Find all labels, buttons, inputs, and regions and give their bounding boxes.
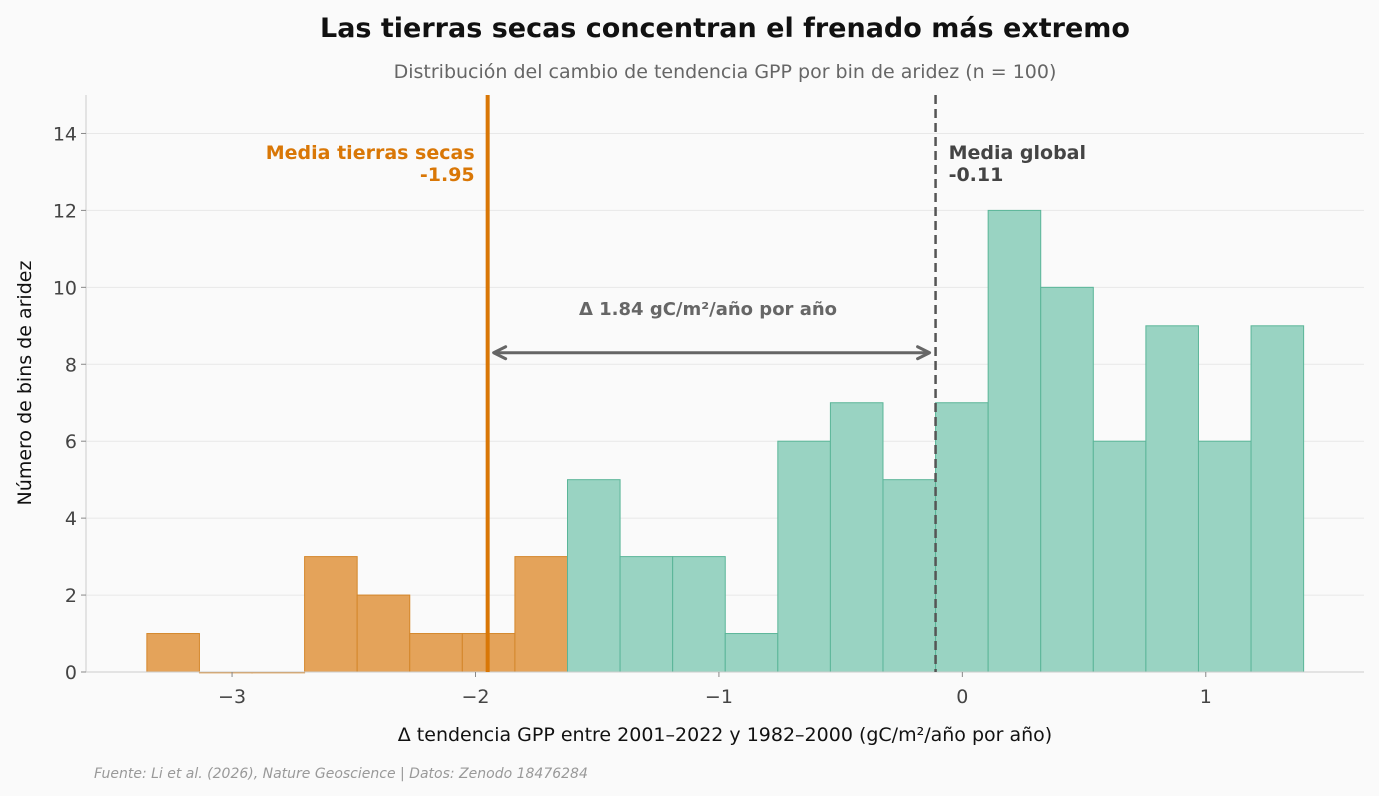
grid-lines	[86, 132, 1364, 596]
y-tick-label: 8	[65, 354, 77, 376]
histogram-bar	[777, 440, 831, 673]
global-mean-value: -0.11	[949, 164, 1004, 186]
histogram-bar	[304, 556, 358, 673]
histogram-bar	[1040, 286, 1094, 673]
histogram-bar	[514, 556, 569, 673]
y-tick-label: 4	[65, 508, 77, 530]
chart-subtitle: Distribución del cambio de tendencia GPP…	[394, 61, 1057, 83]
histogram-bar	[1092, 440, 1147, 673]
histogram-bar	[829, 402, 884, 673]
histogram-bar	[724, 633, 779, 673]
delta-label: Δ 1.84 gC/m²/año por año	[579, 299, 837, 320]
histogram-bar	[146, 633, 200, 673]
y-ticks: 0 2 4 6 8 10 12 14	[53, 123, 86, 684]
y-tick-label: 12	[53, 200, 77, 222]
histogram-bar	[1145, 325, 1199, 673]
histogram-bar	[1197, 440, 1252, 673]
histogram-bar	[356, 594, 411, 673]
delta-arrow-right-head	[916, 345, 932, 361]
x-axis-label: Δ tendencia GPP entre 2001–2022 y 1982–2…	[398, 724, 1052, 746]
y-axis-label: Número de bins de aridez	[14, 261, 36, 506]
histogram-bar	[409, 633, 463, 673]
histogram-bar	[935, 402, 989, 673]
x-ticks: −3 −2 −1 0 1	[218, 672, 1212, 708]
histogram-bar	[987, 209, 1042, 673]
annotations: Media tierras secas -1.95 Media global -…	[266, 95, 1086, 672]
histogram-bar	[1250, 325, 1305, 673]
dry-mean-label: Media tierras secas	[266, 142, 475, 164]
source-note: Fuente: Li et al. (2026), Nature Geoscie…	[94, 766, 588, 782]
histogram-bars	[146, 209, 1305, 674]
chart-title: Las tierras secas concentran el frenado …	[320, 13, 1130, 44]
histogram-bar	[619, 556, 674, 673]
x-tick-label: 1	[1200, 686, 1212, 708]
y-tick-label: 14	[53, 123, 77, 145]
x-tick-label: −3	[218, 686, 246, 708]
histogram-bar	[882, 479, 937, 673]
histogram-bar	[672, 556, 726, 673]
dry-mean-value: -1.95	[420, 164, 475, 186]
y-tick-label: 0	[65, 662, 77, 684]
y-tick-label: 2	[65, 585, 77, 607]
global-mean-label: Media global	[949, 142, 1086, 164]
x-tick-label: −1	[705, 686, 733, 708]
x-tick-label: 0	[956, 686, 968, 708]
y-tick-label: 10	[53, 277, 77, 299]
delta-arrow-left-head	[492, 345, 508, 361]
axes	[85, 95, 1364, 673]
y-tick-label: 6	[65, 431, 77, 453]
x-tick-label: −2	[461, 686, 489, 708]
histogram-bar	[567, 479, 621, 673]
